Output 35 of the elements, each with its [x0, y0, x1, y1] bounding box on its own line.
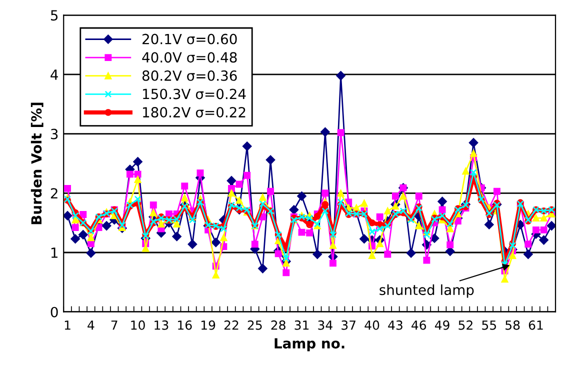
x-tick-label: 7	[111, 320, 118, 330]
x-tick-label: 34	[318, 320, 332, 330]
x-tick-label: 43	[388, 320, 402, 330]
x-axis-title: Lamp no.	[274, 338, 344, 352]
legend-label: 40.0V σ=0.48	[142, 52, 237, 63]
x-tick-label: 28	[271, 320, 286, 330]
x-tick-label: 52	[458, 320, 472, 330]
x-tick-label: 61	[528, 320, 543, 330]
x-tick-label: 4	[88, 320, 94, 330]
y-tick-label: 0	[50, 306, 58, 318]
x-tick-label: 16	[178, 320, 192, 330]
y-tick-label: 1	[51, 248, 58, 258]
x-tick-label: 46	[412, 320, 426, 330]
x-tick-label: 10	[131, 320, 145, 330]
x-tick-label: 19	[201, 320, 216, 330]
legend-label: 20.1V σ=0.60	[142, 34, 237, 44]
x-tick-label: 37	[342, 320, 356, 330]
y-axis-title: Burden Volt [%]	[30, 102, 44, 224]
legend-label: 150.3V σ=0.24	[143, 88, 246, 100]
x-tick-label: 13	[154, 320, 168, 330]
y-tick-label: 3	[50, 128, 58, 140]
annotation: shunted lamp	[380, 284, 474, 298]
x-tick-label: 31	[294, 320, 309, 330]
y-tick-label: 5	[50, 10, 58, 21]
y-tick-label: 2	[50, 188, 58, 198]
x-tick-label: 22	[224, 320, 238, 330]
x-tick-label: 1	[64, 320, 70, 330]
x-tick-label: 58	[506, 320, 520, 330]
x-tick-label: 49	[434, 320, 450, 330]
legend-label: 80.2V σ=0.36	[142, 70, 237, 81]
x-tick-label: 40	[364, 320, 380, 330]
y-tick-label: 4	[50, 70, 58, 80]
x-tick-label: 25	[248, 320, 262, 330]
legend-label: 180.2V σ=0.22	[143, 107, 246, 118]
x-tick-label: 55	[482, 320, 496, 330]
